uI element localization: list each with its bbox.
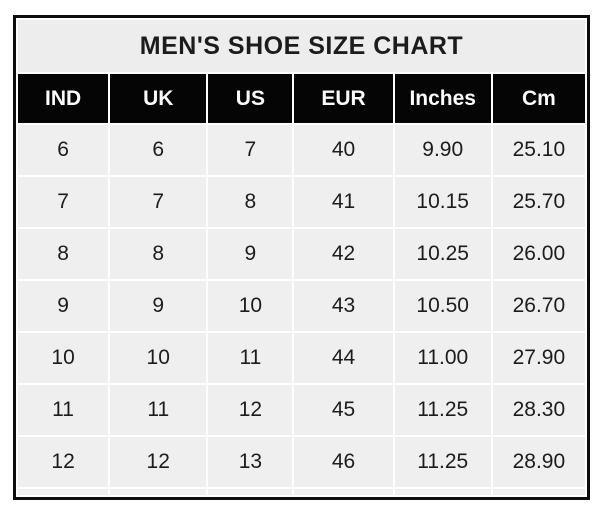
size-chart-table: MEN'S SHOE SIZE CHART IND UK US EUR Inch… xyxy=(13,15,590,500)
table-cell: 10 xyxy=(208,281,293,331)
table-row: 8 8 9 42 10.25 26.00 xyxy=(18,229,585,279)
table-cell: 11 xyxy=(18,385,109,435)
spacer-cell xyxy=(394,489,491,495)
table-cell: 28.90 xyxy=(492,437,585,487)
table-cell: 7 xyxy=(18,177,109,227)
table-cell: 9 xyxy=(208,229,293,279)
table-cell: 12 xyxy=(110,437,207,487)
table-cell: 45 xyxy=(294,385,393,435)
table-cell: 27.90 xyxy=(492,333,585,383)
table-cell: 28.30 xyxy=(492,385,585,435)
column-header-cm: Cm xyxy=(492,74,585,123)
spacer-cell xyxy=(208,489,293,495)
table-cell: 40 xyxy=(294,125,393,175)
table-cell: 42 xyxy=(294,229,393,279)
spacer-cell xyxy=(18,489,109,495)
spacer-cell xyxy=(492,489,585,495)
spacer-cell xyxy=(294,489,393,495)
page-title: MEN'S SHOE SIZE CHART xyxy=(18,20,585,72)
table-cell: 10.50 xyxy=(394,281,491,331)
table-cell: 26.70 xyxy=(492,281,585,331)
table-row: 12 12 13 46 11.25 28.90 xyxy=(18,437,585,487)
table-cell: 11 xyxy=(110,385,207,435)
table-cell: 10.25 xyxy=(394,229,491,279)
table-cell: 13 xyxy=(208,437,293,487)
table-cell: 9 xyxy=(110,281,207,331)
table-cell: 26.00 xyxy=(492,229,585,279)
header-row: IND UK US EUR Inches Cm xyxy=(18,74,585,123)
column-header-ind: IND xyxy=(18,74,109,123)
table-row: 10 10 11 44 11.00 27.90 xyxy=(18,333,585,383)
spacer-cell xyxy=(110,489,207,495)
table-cell: 12 xyxy=(18,437,109,487)
column-header-uk: UK xyxy=(110,74,207,123)
table-cell: 11.00 xyxy=(394,333,491,383)
table-row: 11 11 12 45 11.25 28.30 xyxy=(18,385,585,435)
column-header-us: US xyxy=(208,74,293,123)
column-header-eur: EUR xyxy=(294,74,393,123)
table-cell: 46 xyxy=(294,437,393,487)
table-cell: 6 xyxy=(110,125,207,175)
table-cell: 43 xyxy=(294,281,393,331)
table-cell: 10.15 xyxy=(394,177,491,227)
table-cell: 12 xyxy=(208,385,293,435)
table-cell: 7 xyxy=(208,125,293,175)
table-cell: 25.70 xyxy=(492,177,585,227)
table-cell: 8 xyxy=(18,229,109,279)
table-cell: 9 xyxy=(18,281,109,331)
table-cell: 9.90 xyxy=(394,125,491,175)
table-cell: 11.25 xyxy=(394,385,491,435)
column-header-inches: Inches xyxy=(394,74,491,123)
table-cell: 10 xyxy=(18,333,109,383)
table-cell: 8 xyxy=(208,177,293,227)
table-cell: 11.25 xyxy=(394,437,491,487)
table-cell: 41 xyxy=(294,177,393,227)
table-row: 6 6 7 40 9.90 25.10 xyxy=(18,125,585,175)
table-cell: 6 xyxy=(18,125,109,175)
table-cell: 8 xyxy=(110,229,207,279)
title-row: MEN'S SHOE SIZE CHART xyxy=(18,20,585,72)
table-cell: 25.10 xyxy=(492,125,585,175)
table-cell: 7 xyxy=(110,177,207,227)
table-row: 7 7 8 41 10.15 25.70 xyxy=(18,177,585,227)
table-row: 9 9 10 43 10.50 26.70 xyxy=(18,281,585,331)
bottom-spacer-row xyxy=(18,489,585,495)
table-cell: 11 xyxy=(208,333,293,383)
table-cell: 44 xyxy=(294,333,393,383)
table-cell: 10 xyxy=(110,333,207,383)
